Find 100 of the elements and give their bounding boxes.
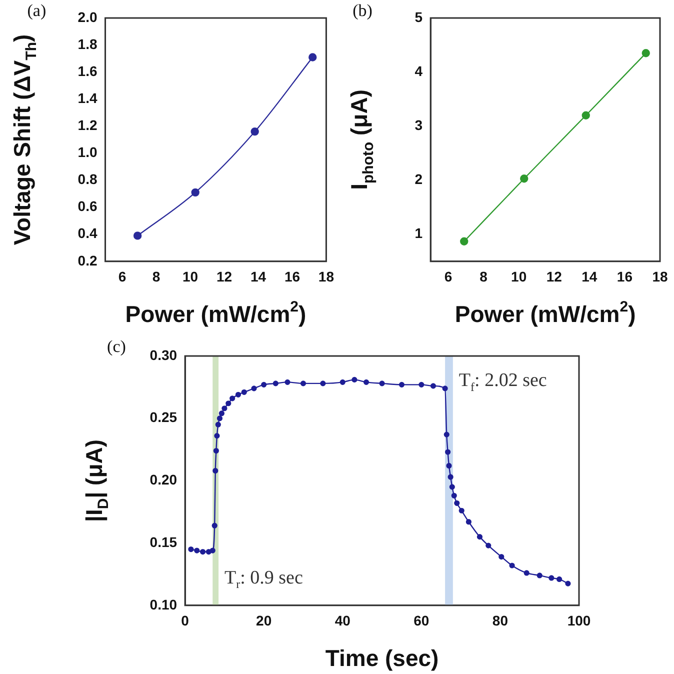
y-axis-title: Voltage Shift (ΔVTh) xyxy=(9,34,40,246)
point xyxy=(476,534,483,540)
y-tick-label: 1.4 xyxy=(78,90,98,106)
y-tick-label: 1.2 xyxy=(78,117,98,134)
point xyxy=(218,410,224,416)
y-tick-label: 0.25 xyxy=(150,409,178,426)
x-tick-label: 16 xyxy=(284,268,300,285)
point xyxy=(216,416,223,422)
point xyxy=(213,448,219,454)
point xyxy=(524,570,530,576)
x-tick-label: 14 xyxy=(250,268,266,285)
y-axis-title: |ID| (μA) xyxy=(81,439,112,522)
chart-title: (c) xyxy=(107,337,126,356)
point xyxy=(486,542,492,548)
chart-title: (a) xyxy=(27,1,46,20)
point xyxy=(222,406,228,412)
x-tick-label: 8 xyxy=(152,268,160,285)
x-tick-label: 16 xyxy=(616,268,633,285)
point xyxy=(556,576,562,582)
x-tick-label: 10 xyxy=(511,268,527,285)
y-tick-label: 5 xyxy=(414,8,423,25)
point xyxy=(642,49,650,58)
point xyxy=(194,548,200,554)
x-tick-label: 8 xyxy=(480,268,488,285)
point xyxy=(340,379,346,385)
point xyxy=(446,462,452,469)
point xyxy=(300,380,306,386)
y-tick-label: 0.4 xyxy=(78,225,98,242)
point xyxy=(212,468,218,474)
point xyxy=(509,562,515,568)
point xyxy=(442,386,448,392)
point xyxy=(272,380,278,386)
y-tick-label: 3 xyxy=(414,117,423,134)
point xyxy=(191,188,200,197)
point xyxy=(215,422,221,428)
y-tick-label: 4 xyxy=(414,62,423,79)
x-tick-label: 12 xyxy=(216,268,232,285)
point xyxy=(444,432,450,438)
x-tick-label: 14 xyxy=(582,268,598,285)
point xyxy=(200,548,206,555)
y-tick-label: 0.2 xyxy=(78,252,98,268)
y-tick-label: 0.20 xyxy=(150,472,178,488)
x-tick-label: 18 xyxy=(318,268,334,285)
point xyxy=(214,433,220,439)
point xyxy=(458,508,464,514)
point xyxy=(536,572,542,578)
point xyxy=(460,237,468,246)
x-tick-label: 100 xyxy=(567,612,591,629)
point xyxy=(133,232,142,240)
x-tick-label: 12 xyxy=(546,268,562,285)
point xyxy=(320,380,326,386)
point xyxy=(210,548,216,554)
point xyxy=(250,127,259,136)
point xyxy=(548,575,554,581)
point xyxy=(498,554,504,560)
point xyxy=(451,492,457,498)
y-tick-label: 1.8 xyxy=(78,36,98,52)
x-tick-label: 10 xyxy=(182,268,198,285)
point xyxy=(466,519,472,525)
point xyxy=(430,383,436,389)
point xyxy=(448,474,454,480)
y-tick-label: 1.6 xyxy=(78,62,98,79)
point xyxy=(418,382,424,388)
point xyxy=(445,449,451,455)
point xyxy=(582,111,590,120)
point xyxy=(308,53,317,62)
point xyxy=(565,580,571,586)
point xyxy=(352,376,358,382)
point xyxy=(449,484,455,490)
y-tick-label: 0.6 xyxy=(78,198,98,214)
point xyxy=(363,379,370,385)
x-tick-label: 80 xyxy=(492,612,508,629)
y-tick-label: 0.15 xyxy=(150,534,178,550)
y-tick-label: 1.0 xyxy=(78,144,98,160)
y-tick-label: 0.30 xyxy=(150,346,178,363)
point xyxy=(520,174,528,183)
x-tick-label: 40 xyxy=(334,612,351,629)
y-tick-label: 0.8 xyxy=(78,171,98,188)
y-axis-title: Iphoto (μA) xyxy=(346,89,377,190)
point xyxy=(379,380,385,386)
point xyxy=(226,400,232,406)
point xyxy=(230,396,236,402)
x-tick-label: 0 xyxy=(181,612,190,629)
x-tick-label: 60 xyxy=(414,612,430,629)
point xyxy=(188,546,194,552)
point xyxy=(284,379,290,385)
y-tick-label: 1 xyxy=(414,225,423,242)
point xyxy=(235,392,242,398)
point xyxy=(241,389,247,395)
x-tick-label: 6 xyxy=(444,268,452,285)
chart-title: (b) xyxy=(352,1,372,20)
point xyxy=(261,382,267,388)
point xyxy=(454,500,460,506)
x-tick-label: 6 xyxy=(118,268,126,285)
x-axis-title: Time (sec) xyxy=(325,645,439,671)
point xyxy=(398,382,405,388)
x-tick-label: 20 xyxy=(256,612,272,629)
y-tick-label: 2 xyxy=(414,171,423,188)
point xyxy=(212,522,218,528)
y-tick-label: 0.10 xyxy=(150,596,178,612)
